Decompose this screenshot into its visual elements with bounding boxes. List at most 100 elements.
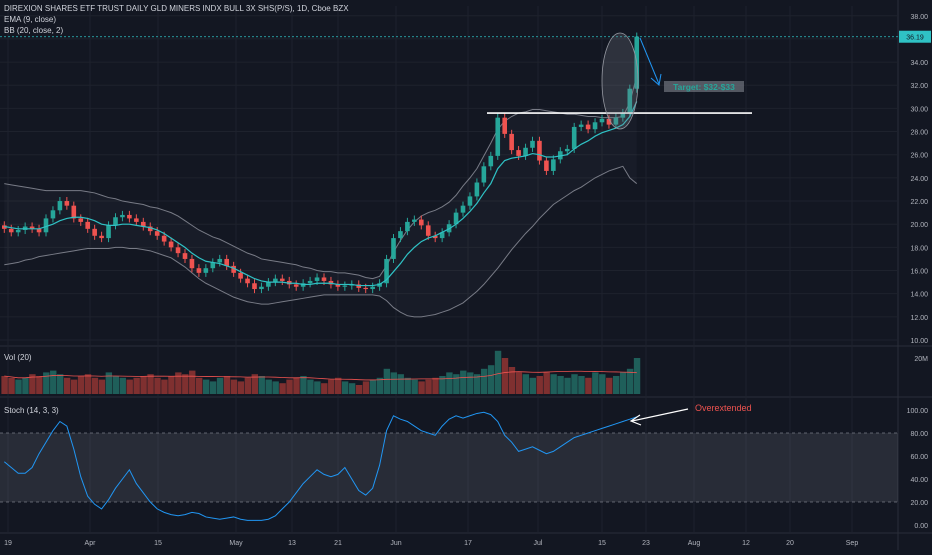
candle-body (293, 284, 299, 287)
candle-body (467, 196, 473, 206)
candle-body (627, 88, 633, 114)
volume-bar (328, 379, 335, 394)
price-tick-label: 30.00 (910, 106, 928, 113)
volume-bar (230, 379, 238, 394)
volume-bar (286, 379, 293, 394)
candle-body (551, 159, 556, 171)
price-tick-label: 26.00 (910, 153, 928, 160)
volume-bar (91, 377, 99, 394)
volume-bar (244, 377, 252, 394)
date-tick-label: 20 (786, 540, 794, 547)
volume-bar (376, 377, 384, 394)
volume-bar (105, 372, 113, 394)
price-tick-label: 14.00 (910, 292, 928, 299)
volume-bar (633, 358, 641, 394)
candle-body (613, 117, 619, 125)
candle-body (370, 286, 375, 290)
volume-bar (425, 379, 432, 394)
candle-body (245, 278, 250, 284)
volume-bar (223, 376, 231, 394)
volume-bar (411, 379, 418, 394)
candle-body (620, 113, 626, 118)
volume-bar (175, 372, 182, 394)
volume-bar (592, 372, 599, 394)
volume-bar (258, 376, 265, 394)
volume-bar (251, 374, 258, 394)
date-tick-label: 15 (598, 540, 606, 547)
candle-body (432, 235, 438, 239)
bb-fill (4, 75, 637, 317)
date-tick-label: 17 (464, 540, 472, 547)
candle-body (78, 218, 84, 222)
candle-body (585, 124, 591, 130)
candle-body (578, 124, 584, 127)
candle-body (106, 225, 111, 239)
candle-body (321, 277, 327, 281)
volume-bar (126, 379, 133, 394)
candle-body (412, 219, 417, 222)
candle-body (161, 235, 167, 242)
candle-body (238, 272, 243, 279)
candle-body (363, 287, 368, 290)
candle-body (314, 277, 320, 281)
candle-body (8, 228, 14, 233)
volume-bar (112, 376, 119, 394)
candle-body (564, 148, 570, 152)
candle-body (571, 126, 577, 149)
candle-body (384, 258, 389, 284)
candle-body (36, 228, 42, 233)
target-box (664, 81, 744, 92)
volume-bar (196, 377, 203, 394)
volume-bar (578, 376, 585, 394)
volume-bar (189, 370, 196, 394)
volume-bar (15, 379, 22, 394)
volume-bar (508, 367, 516, 394)
candle-body (134, 218, 139, 222)
candle-body (99, 235, 104, 239)
candle-body (530, 140, 535, 148)
candle-body (398, 231, 403, 239)
volume-bar (57, 374, 64, 394)
candle-body (127, 214, 132, 219)
volume-bar (36, 376, 43, 394)
volume-bar (543, 372, 550, 394)
candle-body (606, 118, 612, 125)
candle-body (537, 140, 542, 161)
price-tick-label: 28.00 (910, 130, 928, 137)
candle-body (224, 258, 229, 266)
volume-bar (418, 381, 425, 394)
candle-body (85, 221, 90, 229)
bb-upper-line (4, 75, 638, 280)
last-price-label: 36.19 (906, 35, 924, 42)
candle-body (259, 286, 264, 290)
volume-legend: Vol (20) (4, 353, 32, 362)
volume-bar (29, 374, 36, 394)
volume-bar (446, 372, 453, 394)
stoch-line (3, 411, 637, 521)
volume-bar (494, 350, 502, 394)
bb-lower-line (4, 165, 638, 318)
volume-bar (98, 379, 106, 394)
volume-bar (237, 381, 245, 394)
volume-bar (348, 383, 356, 394)
volume-tick-label: 20M (914, 356, 928, 363)
candle-body (43, 218, 49, 233)
volume-bar (362, 381, 370, 394)
volume-bar (474, 374, 481, 394)
price-tick-label: 20.00 (910, 222, 928, 229)
candle-body (203, 268, 209, 273)
volume-bar (404, 377, 411, 394)
candle-body (592, 122, 598, 130)
volume-bar (529, 377, 536, 394)
volume-bar (119, 377, 126, 394)
volume-bar (432, 377, 439, 394)
overextended-arrowhead (629, 414, 642, 426)
volume-bar (182, 374, 189, 394)
volume-bar (307, 379, 314, 394)
stoch-tick-label: 0.00 (914, 523, 928, 530)
volume-bar (8, 377, 15, 394)
candle-body (141, 221, 146, 227)
price-tick-label: 12.00 (910, 315, 928, 322)
